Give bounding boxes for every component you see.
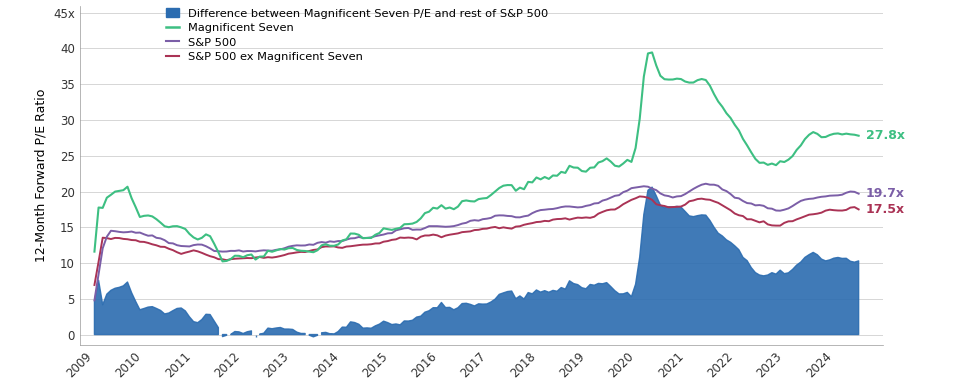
Text: 27.8x: 27.8x [866, 129, 905, 142]
Text: 19.7x: 19.7x [866, 187, 905, 200]
Y-axis label: 12-Month Forward P/E Ratio: 12-Month Forward P/E Ratio [35, 89, 47, 262]
Text: 17.5x: 17.5x [866, 203, 905, 216]
Legend: Difference between Magnificent Seven P/E and rest of S&P 500, Magnificent Seven,: Difference between Magnificent Seven P/E… [166, 8, 549, 63]
